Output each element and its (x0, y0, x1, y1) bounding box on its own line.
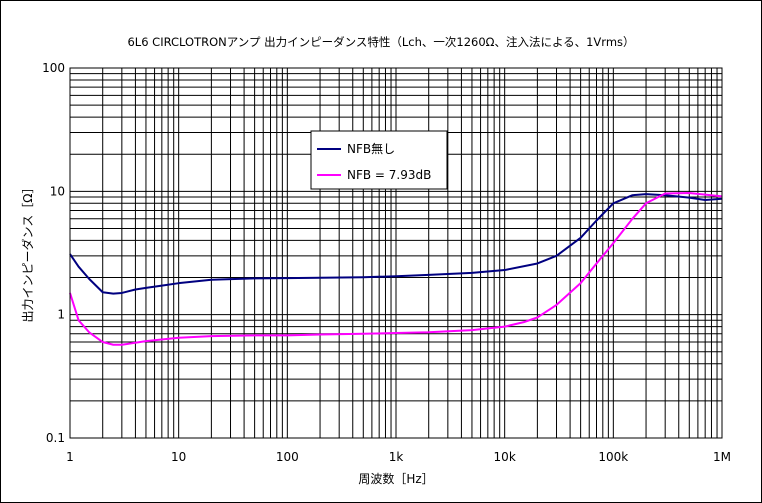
y-tick-label: 100 (42, 61, 65, 75)
y-tick-label: 0.1 (46, 431, 65, 445)
x-tick-label: 100 (276, 450, 299, 464)
x-tick-label: 1k (389, 450, 404, 464)
y-axis-label: 出力インピーダンス［Ω］ (20, 182, 35, 323)
legend-label: NFB = 7.93dB (347, 168, 431, 182)
series-lines (69, 191, 723, 346)
legend: NFB無し NFB = 7.93dB (310, 130, 448, 190)
x-axis-label: 周波数［Hz］ (358, 471, 433, 486)
series-line-2 (69, 191, 723, 346)
legend-box (310, 130, 448, 190)
y-tick-label: 1 (57, 308, 65, 322)
y-tick-labels: 0.1 1 10 100 (42, 61, 65, 445)
x-tick-label: 1M (713, 450, 731, 464)
chart-title: 6L6 CIRCLOTRONアンプ 出力インピーダンス特性（Lch、一次1260… (127, 35, 634, 49)
plot-border (69, 67, 723, 439)
x-tick-label: 100k (598, 450, 628, 464)
x-tick-label: 10 (171, 450, 186, 464)
series-line-1 (69, 193, 723, 295)
grid (70, 68, 722, 438)
x-tick-label: 10k (494, 450, 516, 464)
legend-label: NFB無し (347, 141, 395, 156)
x-tick-labels: 1 10 100 1k 10k 100k 1M (66, 450, 731, 464)
x-tick-label: 1 (66, 450, 74, 464)
y-tick-label: 10 (50, 184, 65, 198)
